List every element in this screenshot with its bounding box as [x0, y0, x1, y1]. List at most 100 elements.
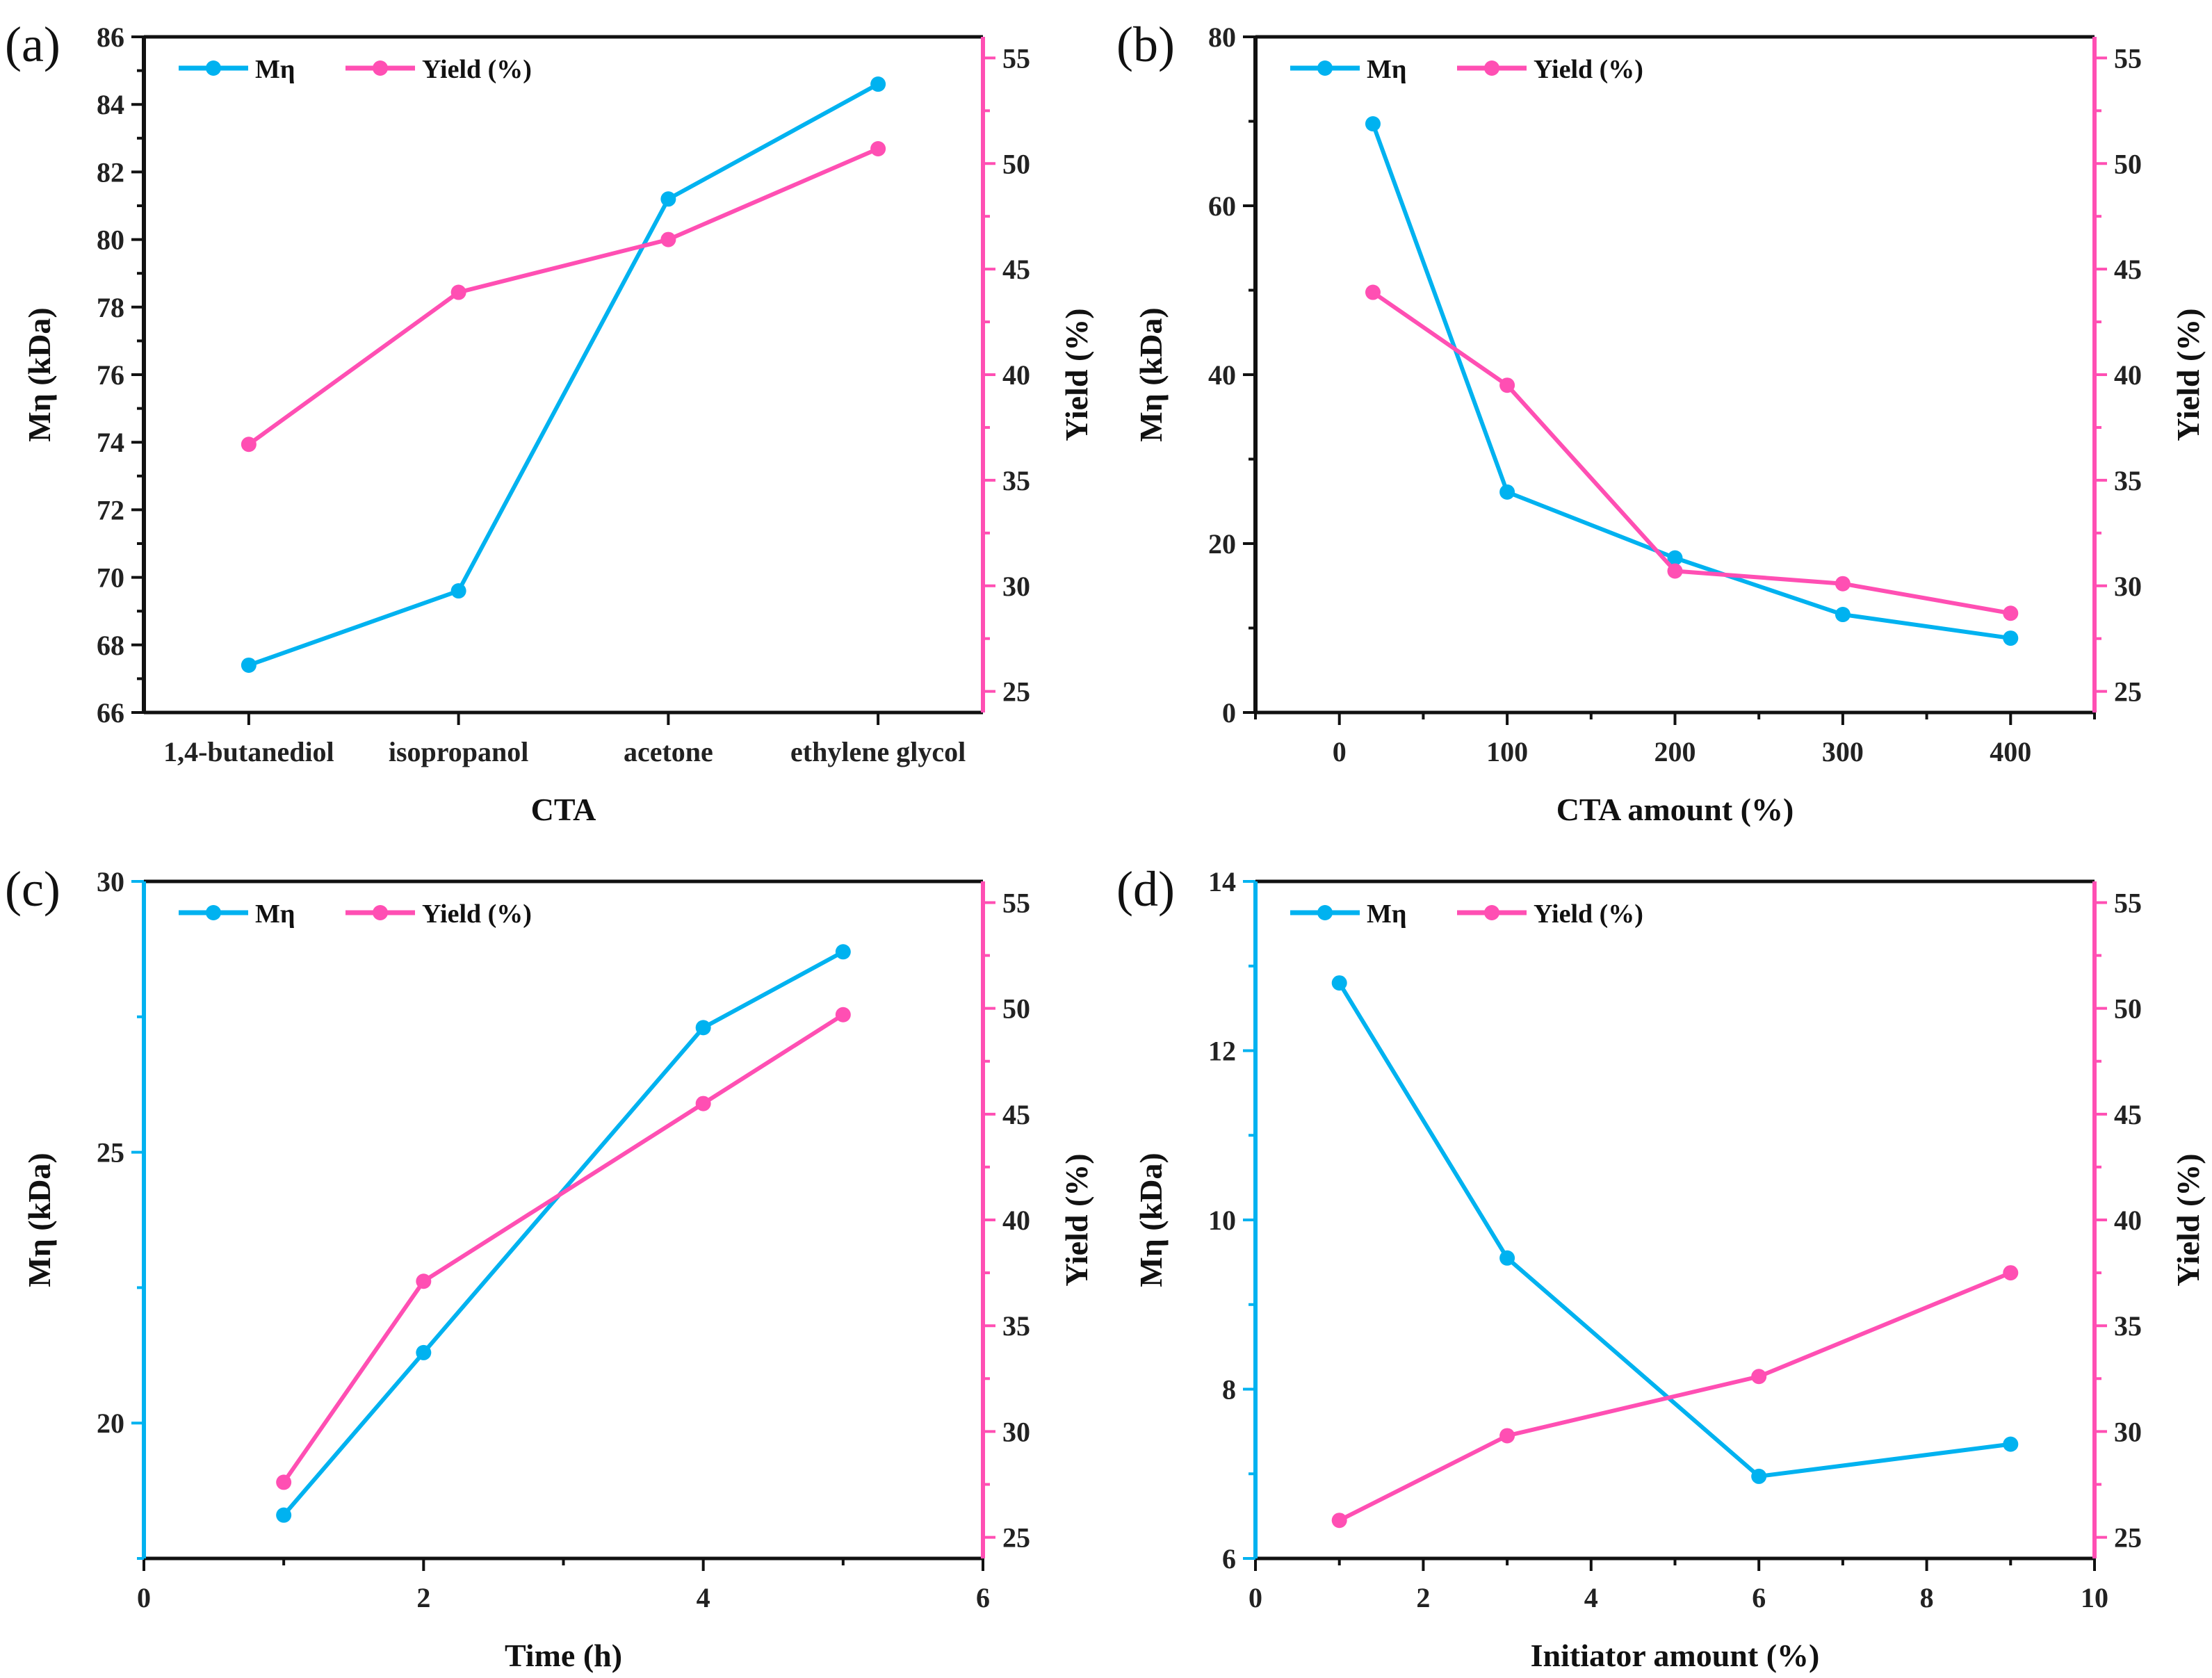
- y2-tick-label: 50: [2114, 148, 2142, 179]
- data-point-yield: [450, 284, 466, 300]
- y-tick-label: 14: [1208, 866, 1236, 897]
- x-tick-label: ethylene glycol: [790, 736, 966, 767]
- data-point-mn: [276, 1507, 292, 1523]
- legend-marker: [1484, 905, 1499, 920]
- data-point-mn: [2003, 630, 2019, 646]
- x-tick-label: 6: [976, 1582, 990, 1613]
- legend-label: Yield (%): [422, 55, 532, 84]
- data-point-yield: [1499, 377, 1515, 393]
- data-point-yield: [695, 1095, 711, 1111]
- data-point-mn: [660, 191, 676, 207]
- panel-c: (c) 0 2 4 6 20 25 30 25 30 35 40 45 50 55 Time (h) Mη (k…: [5, 861, 1094, 1673]
- data-point-mn: [1499, 1250, 1515, 1266]
- data-point-yield: [1751, 1369, 1767, 1385]
- y-tick-label: 80: [1208, 22, 1236, 53]
- y2-tick-label: 55: [2114, 887, 2142, 918]
- data-point-yield: [660, 231, 676, 247]
- x-tick-label: 400: [1990, 736, 2031, 767]
- series-line-mn: [1337, 981, 2011, 1479]
- panel-b: (b) 0 100 200 300 400 0 20 40 60 80 25 30 35 40 45 50 55 C…: [1116, 17, 2206, 827]
- x-tick-label: 300: [1822, 736, 1864, 767]
- legend: Mη Yield (%): [179, 899, 532, 929]
- x-tick-label: 1,4-butanediol: [163, 736, 334, 767]
- y-tick-label: 60: [1208, 190, 1236, 222]
- legend-marker: [373, 60, 388, 76]
- y2-tick-label: 30: [2114, 1416, 2142, 1447]
- y-tick-label: 40: [1208, 359, 1236, 391]
- x-tick-label: 2: [416, 1582, 430, 1613]
- x-axis-title: Time (h): [505, 1638, 622, 1673]
- x-tick-label: 4: [697, 1582, 710, 1613]
- y-axis-title: Mη (kDa): [1133, 307, 1169, 441]
- data-point-mn: [1835, 607, 1851, 623]
- y-tick-label: 8: [1222, 1374, 1236, 1406]
- data-point-mn: [835, 944, 851, 960]
- data-point-yield: [1331, 1513, 1347, 1529]
- data-point-yield: [2003, 1265, 2019, 1281]
- y2-tick-label: 45: [1002, 254, 1030, 285]
- y2-tick-label: 35: [2114, 465, 2142, 496]
- y2-tick-label: 50: [1002, 993, 1030, 1025]
- y-axis-title: Mη (kDa): [22, 1152, 57, 1287]
- y2-tick-label: 30: [1002, 571, 1030, 602]
- data-point-yield: [416, 1273, 432, 1289]
- y-tick-label: 10: [1208, 1205, 1236, 1236]
- legend-marker: [373, 905, 388, 920]
- x-tick-label: 100: [1486, 736, 1528, 767]
- data-point-mn: [1365, 116, 1381, 132]
- y-tick-label: 6: [1222, 1543, 1236, 1574]
- legend-label: Yield (%): [422, 899, 532, 929]
- y-tick-label: 20: [1208, 528, 1236, 560]
- y2-tick-label: 35: [2114, 1310, 2142, 1342]
- y-axis-title: Mη (kDa): [22, 307, 57, 441]
- y2-tick-label: 40: [1002, 1205, 1030, 1236]
- y2-tick-label: 55: [2114, 42, 2142, 74]
- panel-label: (c): [5, 861, 60, 917]
- data-point-yield: [1499, 1428, 1515, 1444]
- series-line-mn: [247, 82, 879, 667]
- y2-tick-label: 30: [2114, 571, 2142, 602]
- data-point-yield: [241, 437, 257, 453]
- panel-label: (a): [5, 17, 60, 72]
- data-point-mn: [870, 76, 886, 92]
- legend-marker: [1317, 905, 1333, 920]
- y2-tick-label: 25: [1002, 676, 1030, 708]
- series-line-mn: [282, 950, 845, 1517]
- x-tick-label: 2: [1416, 1582, 1430, 1613]
- panel-d: (d) 0 2 4 6 8 10 6 8 10 12 14 25 30 35 40 45 50 55 Initiato…: [1116, 861, 2206, 1673]
- legend: Mη Yield (%): [1290, 55, 1643, 84]
- x-tick-label: 0: [1249, 1582, 1262, 1613]
- y-tick-label: 70: [97, 562, 124, 594]
- x-tick-label: 10: [2081, 1582, 2108, 1613]
- y-axis-title: Mη (kDa): [1133, 1152, 1169, 1287]
- y-tick-label: 68: [97, 630, 124, 661]
- x-tick-label: 6: [1752, 1582, 1766, 1613]
- y2-tick-label: 25: [2114, 676, 2142, 708]
- series-line-mn: [1371, 123, 2011, 641]
- legend-marker: [206, 60, 221, 76]
- y2-tick-label: 35: [1002, 1310, 1030, 1342]
- series-line-yield: [247, 147, 879, 446]
- y2-tick-label: 50: [1002, 148, 1030, 179]
- y2-tick-label: 30: [1002, 1416, 1030, 1447]
- y2-tick-label: 55: [1002, 887, 1030, 918]
- panel-a: (a) 1,4-butanediol isopropanol acetone ethyl…: [5, 17, 1094, 827]
- x-tick-label: isopropanol: [389, 736, 529, 767]
- x-tick-label: 4: [1584, 1582, 1598, 1613]
- x-axis-title: CTA: [531, 792, 596, 827]
- y2-tick-label: 55: [1002, 42, 1030, 74]
- legend-label: Yield (%): [1534, 55, 1643, 84]
- data-point-mn: [1499, 484, 1515, 500]
- series-line-yield: [282, 1013, 845, 1484]
- y-tick-label: 74: [97, 427, 124, 458]
- y-tick-label: 12: [1208, 1036, 1236, 1067]
- y-tick-label: 30: [97, 866, 124, 897]
- y-tick-label: 72: [97, 494, 124, 526]
- y-tick-label: 82: [97, 156, 124, 188]
- data-point-yield: [835, 1007, 851, 1023]
- y2-tick-label: 40: [1002, 359, 1030, 391]
- x-tick-label: 0: [137, 1582, 151, 1613]
- y-tick-label: 0: [1222, 697, 1236, 728]
- y2-tick-label: 45: [1002, 1099, 1030, 1130]
